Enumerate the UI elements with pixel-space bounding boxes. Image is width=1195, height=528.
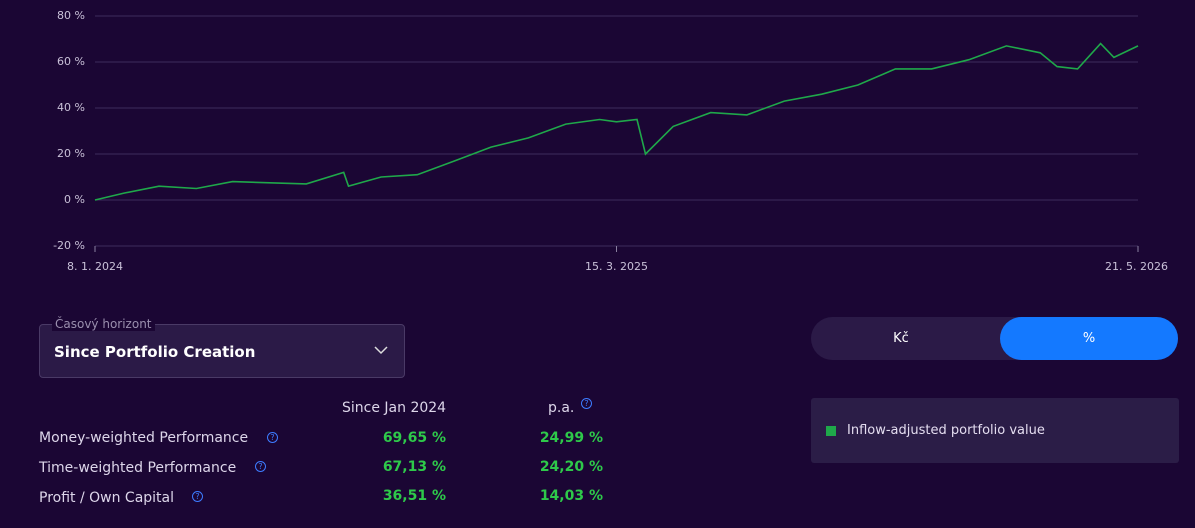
horizon-value: Since Portfolio Creation bbox=[54, 343, 256, 361]
legend: Inflow-adjusted portfolio value bbox=[811, 398, 1179, 463]
chevron bbox=[374, 346, 388, 355]
y-tick-label: 0 % bbox=[64, 193, 85, 206]
table-header: p.a. bbox=[548, 400, 575, 416]
legend-swatch bbox=[826, 426, 836, 436]
horizon-label: Časový horizont bbox=[52, 317, 155, 331]
row-label: Time-weighted Performance bbox=[39, 460, 237, 476]
x-tick-label: 21. 5. 2026 bbox=[1105, 260, 1168, 273]
help-icon[interactable]: ? bbox=[581, 398, 592, 409]
row-value: 14,03 % bbox=[539, 488, 603, 504]
y-tick-label: 40 % bbox=[57, 101, 85, 114]
row-value: 69,65 % bbox=[382, 430, 446, 446]
help-icon[interactable]: ? bbox=[192, 491, 203, 502]
y-tick-label: -20 % bbox=[53, 239, 85, 252]
row-value: 24,99 % bbox=[539, 430, 603, 446]
help-icon[interactable]: ? bbox=[255, 461, 266, 472]
row-label: Profit / Own Capital bbox=[39, 490, 175, 506]
horizon-dropdown[interactable]: Since Portfolio Creation bbox=[39, 324, 405, 378]
y-tick-label: 80 % bbox=[57, 9, 85, 22]
y-tick-label: 20 % bbox=[57, 147, 85, 160]
row-value: 36,51 % bbox=[382, 488, 446, 504]
line-series bbox=[94, 42, 1139, 201]
legend-label: Inflow-adjusted portfolio value bbox=[847, 423, 1045, 438]
row-value: 24,20 % bbox=[539, 459, 603, 475]
x-tick-label: 15. 3. 2025 bbox=[585, 260, 648, 273]
row-label: Money-weighted Performance bbox=[39, 430, 249, 446]
row-value: 67,13 % bbox=[382, 459, 446, 475]
y-tick-label: 60 % bbox=[57, 55, 85, 68]
x-tick-label: 8. 1. 2024 bbox=[67, 260, 123, 273]
toggle-option[interactable]: % bbox=[1000, 317, 1178, 360]
toggle-option[interactable]: Kč bbox=[893, 331, 909, 346]
chart: -20 % 0 % 20 % 40 % 60 % 80 % 8. 1. 2024 15. 3.… bbox=[53, 9, 1168, 273]
help-icon[interactable]: ? bbox=[267, 432, 278, 443]
unit-toggle: Kč % bbox=[811, 317, 1178, 360]
table-header: Since Jan 2024 bbox=[342, 400, 447, 416]
